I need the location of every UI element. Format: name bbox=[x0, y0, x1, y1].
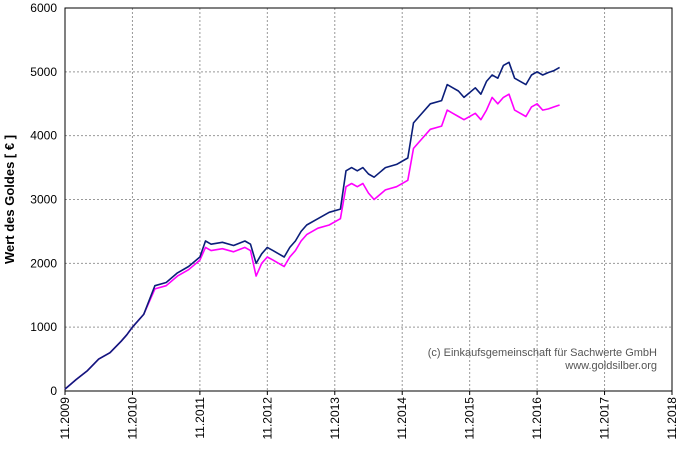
copyright-credit: (c) Einkaufsgemeinschaft für Sachwerte G… bbox=[428, 347, 657, 359]
y-tick-label: 3000 bbox=[30, 193, 57, 207]
series-layer bbox=[64, 61, 560, 390]
x-tick-label: 11.2013 bbox=[328, 397, 342, 440]
y-tick-label: 2000 bbox=[30, 256, 57, 270]
x-tick-label: 11.2016 bbox=[530, 397, 544, 440]
x-tick-label: 11.2018 bbox=[665, 397, 679, 440]
y-tick-label: 0 bbox=[50, 384, 57, 398]
y-tick-label: 6000 bbox=[30, 1, 57, 15]
y-tick-label: 5000 bbox=[30, 65, 57, 79]
plot-area-frame bbox=[64, 7, 673, 392]
y-axis-tick-labels: 0 1000 2000 3000 4000 5000 6000 bbox=[30, 1, 57, 398]
x-tick-label: 11.2014 bbox=[395, 397, 409, 440]
x-axis-tick-labels: 11.2009 11.2010 11.2011 11.2012 11.2013 11.20… bbox=[58, 397, 679, 440]
x-tick-label: 11.2012 bbox=[260, 397, 274, 440]
x-tick-label: 11.2017 bbox=[598, 397, 612, 440]
x-tick-label: 11.2010 bbox=[125, 397, 139, 440]
x-tick-label: 11.2015 bbox=[463, 397, 477, 440]
y-tick-label: 4000 bbox=[30, 129, 57, 143]
series-line-1 bbox=[64, 61, 560, 390]
x-tick-label: 11.2011 bbox=[193, 397, 207, 439]
y-tick-label: 1000 bbox=[30, 320, 57, 334]
x-tick-label: 11.2009 bbox=[58, 397, 72, 440]
y-axis-label: Wert des Goldes [ € ] bbox=[2, 135, 17, 264]
series-line-2 bbox=[64, 93, 560, 390]
website-credit: www.goldsilber.org bbox=[564, 360, 657, 372]
